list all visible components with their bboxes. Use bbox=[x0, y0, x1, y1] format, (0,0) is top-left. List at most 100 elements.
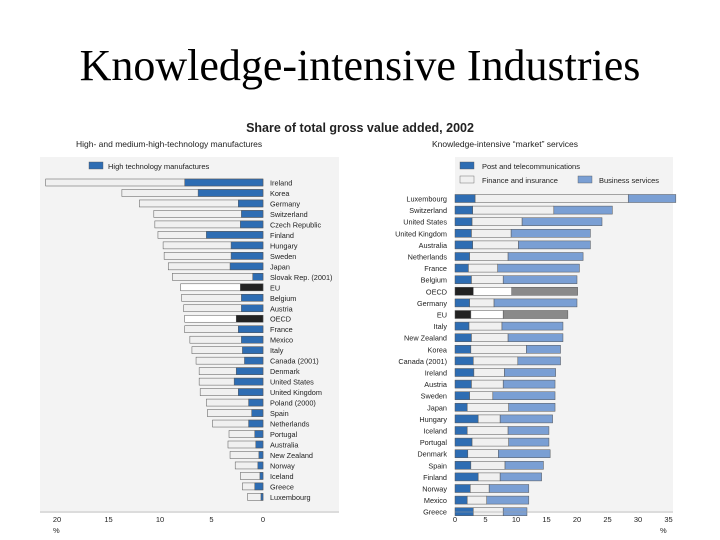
right-bar-business-germany bbox=[493, 298, 578, 308]
left-bar-total-new-zealand bbox=[229, 451, 264, 459]
right-bar-post-belgium bbox=[454, 275, 472, 284]
left-bar-hightech-norway bbox=[257, 461, 264, 470]
right-bar-finance-netherlands bbox=[469, 252, 509, 261]
left-category-label-austria: Austria bbox=[270, 304, 294, 313]
left-category-label-netherlands: Netherlands bbox=[270, 420, 310, 429]
left-bar-hightech-germany bbox=[238, 199, 264, 208]
right-bar-business-eu bbox=[502, 310, 569, 319]
right-bar-post-ireland bbox=[454, 368, 475, 377]
right-bar-business-united-kingdom bbox=[510, 229, 591, 238]
right-bar-business-italy bbox=[501, 321, 564, 331]
right-bar-post-denmark bbox=[454, 449, 469, 458]
left-bar-hightech-poland-2000 bbox=[248, 398, 264, 407]
right-category-label-eu: EU bbox=[437, 311, 447, 320]
right-x-tick-30: 30 bbox=[634, 515, 642, 524]
right-x-tick-35: 35 bbox=[664, 515, 672, 524]
left-panel-subtitle: High- and medium-high-technology manufac… bbox=[76, 139, 263, 149]
left-category-label-greece: Greece bbox=[270, 482, 294, 491]
right-bar-business-austria bbox=[502, 379, 556, 389]
right-category-label-japan: Japan bbox=[427, 403, 447, 412]
right-bar-post-sweden bbox=[454, 391, 470, 400]
right-category-label-greece: Greece bbox=[423, 508, 447, 517]
slide-title: Knowledge-intensive Industries bbox=[79, 41, 641, 90]
right-bar-post-united-kingdom bbox=[454, 229, 472, 238]
right-bar-post-oecd bbox=[454, 287, 474, 296]
right-bar-business-ireland bbox=[504, 368, 556, 377]
right-bar-finance-denmark bbox=[467, 449, 499, 458]
right-bar-finance-mexico bbox=[466, 495, 487, 505]
legend-label-finance-insurance: Finance and insurance bbox=[482, 176, 558, 185]
left-bar-hightech-austria bbox=[241, 304, 264, 313]
right-bar-finance-italy bbox=[468, 321, 503, 331]
right-bar-post-mexico bbox=[454, 495, 468, 505]
right-bar-business-switzerland bbox=[553, 205, 613, 215]
right-bar-finance-japan bbox=[466, 403, 509, 412]
right-bar-business-sweden bbox=[492, 391, 556, 400]
left-category-label-portugal: Portugal bbox=[270, 430, 298, 439]
left-category-label-sweden: Sweden bbox=[270, 252, 296, 261]
right-bar-post-eu bbox=[454, 310, 472, 319]
left-bar-hightech-mexico bbox=[241, 335, 264, 344]
right-category-label-switzerland: Switzerland bbox=[409, 206, 447, 215]
left-x-tick-15: 15 bbox=[104, 515, 112, 524]
left-category-label-ireland: Ireland bbox=[270, 179, 292, 188]
left-x-tick-5: 5 bbox=[209, 515, 213, 524]
right-category-label-mexico: Mexico bbox=[424, 496, 447, 505]
left-bar-hightech-canada-2001 bbox=[244, 356, 264, 365]
left-category-label-spain: Spain bbox=[270, 409, 289, 418]
left-category-label-new-zealand: New Zealand bbox=[270, 451, 313, 460]
right-x-tick-0: 0 bbox=[453, 515, 457, 524]
left-bar-hightech-netherlands bbox=[248, 419, 264, 428]
left-bar-hightech-hungary bbox=[230, 241, 264, 250]
left-category-label-united-states: United States bbox=[270, 378, 314, 387]
left-bar-hightech-iceland bbox=[259, 472, 264, 480]
right-bar-business-mexico bbox=[486, 495, 530, 505]
left-category-label-poland-2000: Poland (2000) bbox=[270, 399, 316, 408]
right-bar-post-italy bbox=[454, 321, 470, 331]
right-bar-finance-australia bbox=[472, 240, 519, 250]
right-category-label-australia: Australia bbox=[419, 241, 448, 250]
left-bar-total-iceland bbox=[240, 472, 264, 480]
left-bar-hightech-sweden bbox=[230, 252, 264, 260]
left-category-label-eu: EU bbox=[270, 283, 280, 292]
right-category-label-new-zealand: New Zealand bbox=[404, 334, 447, 343]
right-bar-post-netherlands bbox=[454, 252, 470, 261]
left-x-unit: % bbox=[53, 526, 60, 535]
legend-label-business-services: Business services bbox=[599, 176, 659, 185]
right-bar-finance-united-states bbox=[471, 217, 523, 226]
right-bar-post-australia bbox=[454, 240, 473, 250]
left-x-tick-10: 10 bbox=[156, 515, 164, 524]
left-category-label-france: France bbox=[270, 325, 293, 334]
right-category-label-spain: Spain bbox=[428, 461, 447, 470]
legend-label-high-tech: High technology manufactures bbox=[108, 162, 210, 171]
right-category-label-korea: Korea bbox=[428, 345, 448, 354]
left-category-label-canada-2001: Canada (2001) bbox=[270, 357, 319, 366]
left-category-label-finland: Finland bbox=[270, 231, 294, 240]
right-category-label-united-states: United States bbox=[403, 218, 447, 227]
right-bar-post-france bbox=[454, 263, 469, 273]
right-bar-post-norway bbox=[454, 484, 471, 493]
left-category-label-czech-republic: Czech Republic bbox=[270, 220, 321, 229]
left-category-label-italy: Italy bbox=[270, 346, 284, 355]
right-bar-post-austria bbox=[454, 379, 472, 389]
right-category-label-denmark: Denmark bbox=[417, 450, 447, 459]
right-bar-finance-austria bbox=[471, 379, 504, 389]
right-category-label-portugal: Portugal bbox=[420, 438, 448, 447]
left-x-tick-0: 0 bbox=[261, 515, 265, 524]
left-bar-hightech-ireland bbox=[184, 178, 264, 187]
right-bar-post-hungary bbox=[454, 414, 479, 424]
left-bar-hightech-new-zealand bbox=[258, 451, 264, 459]
figure-title: Share of total gross value added, 2002 bbox=[246, 121, 474, 135]
right-bar-business-oecd bbox=[511, 287, 578, 296]
left-x-tick-20: 20 bbox=[53, 515, 61, 524]
left-category-label-united-kingdom: United Kingdom bbox=[270, 388, 322, 397]
legend-label-post-telecom: Post and telecommunications bbox=[482, 162, 580, 171]
left-category-label-luxembourg: Luxembourg bbox=[270, 493, 311, 502]
legend-swatch-finance-insurance bbox=[459, 175, 475, 184]
right-x-tick-25: 25 bbox=[603, 515, 611, 524]
right-bar-business-norway bbox=[488, 484, 530, 493]
left-bar-hightech-luxembourg bbox=[260, 493, 264, 501]
right-bar-post-united-states bbox=[454, 217, 473, 226]
left-category-label-iceland: Iceland bbox=[270, 472, 294, 481]
left-bar-hightech-finland bbox=[206, 231, 264, 239]
